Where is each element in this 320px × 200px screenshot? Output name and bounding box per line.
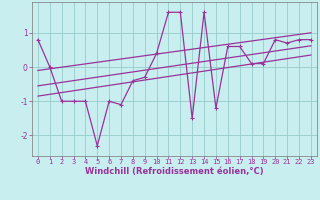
X-axis label: Windchill (Refroidissement éolien,°C): Windchill (Refroidissement éolien,°C) xyxy=(85,167,264,176)
